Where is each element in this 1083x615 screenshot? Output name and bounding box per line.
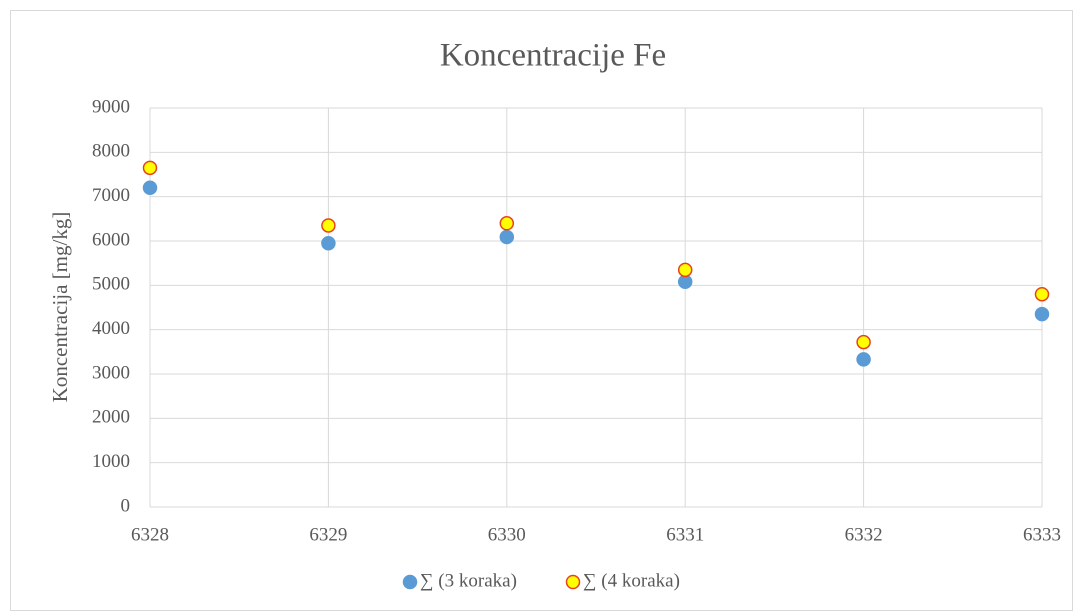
x-tick-label: 6332	[845, 524, 883, 545]
x-tick-label: 6331	[666, 524, 704, 545]
y-tick-label: 2000	[92, 407, 130, 428]
data-point	[856, 334, 871, 350]
data-point	[1034, 286, 1050, 302]
y-tick-label: 5000	[92, 274, 130, 295]
legend-label: ∑ (4 koraka)	[583, 570, 680, 591]
y-tick-label: 7000	[92, 185, 130, 206]
chart-frame	[10, 10, 1073, 611]
data-point	[499, 229, 515, 245]
y-tick-label: 1000	[92, 451, 130, 472]
data-point	[142, 160, 158, 176]
legend-marker	[565, 574, 581, 590]
x-tick-label: 6328	[131, 524, 169, 545]
x-tick-label: 6333	[1023, 524, 1061, 545]
y-tick-label: 3000	[92, 362, 130, 383]
data-point	[142, 180, 158, 196]
y-tick-label: 0	[121, 495, 131, 516]
legend-label: ∑ (3 koraka)	[420, 570, 517, 591]
x-tick-label: 6330	[488, 524, 526, 545]
data-point	[677, 274, 693, 290]
data-point	[1034, 306, 1050, 322]
y-tick-label: 6000	[92, 229, 130, 250]
chart-title: Koncentracije Fe	[440, 38, 666, 74]
x-tick-label: 6329	[309, 524, 347, 545]
data-point	[677, 262, 693, 278]
y-tick-label: 8000	[92, 141, 130, 162]
y-tick-label: 4000	[92, 318, 130, 339]
y-axis-label: Koncentracija [mg/kg]	[48, 212, 72, 403]
y-tick-label: 9000	[92, 96, 130, 117]
data-point	[321, 218, 336, 233]
data-point	[321, 235, 336, 251]
data-point	[856, 352, 871, 367]
legend-marker	[402, 574, 418, 590]
data-point	[499, 216, 515, 231]
